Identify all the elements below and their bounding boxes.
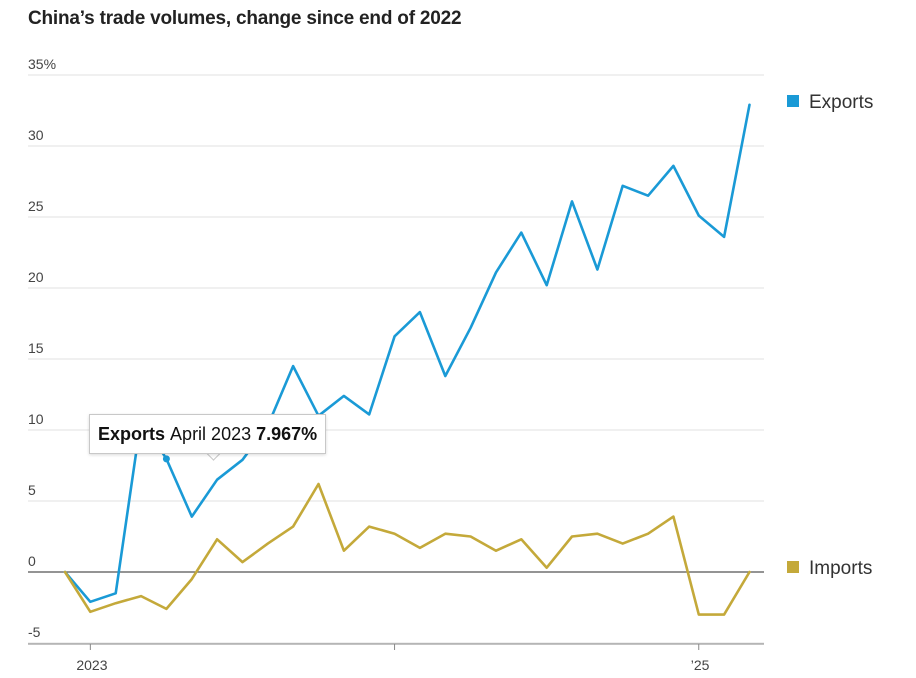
legend-swatch-imports	[787, 561, 799, 573]
x-tick-label: 2023	[76, 657, 107, 673]
y-tick-label: 0	[28, 553, 36, 569]
legend-label-imports: Imports	[809, 558, 872, 579]
chart-title: China’s trade volumes, change since end …	[28, 8, 462, 29]
tooltip: Exports April 2023 7.967%	[89, 414, 327, 454]
gridlines	[28, 74, 764, 644]
y-axis-tick-labels: 35% 30 25 20 15 10 5 0 -5	[28, 56, 56, 640]
series-lines	[63, 103, 751, 616]
y-tick-label: -5	[28, 624, 41, 640]
y-tick-label: 30	[28, 127, 44, 143]
hover-point	[162, 455, 170, 463]
y-tick-label: 5	[28, 482, 36, 498]
tooltip-value: 7.967%	[256, 423, 318, 444]
series-line-imports	[63, 482, 751, 616]
hover-marker	[162, 455, 170, 463]
y-tick-label: 25	[28, 198, 44, 214]
y-tick-label: 15	[28, 340, 44, 356]
series-line-exports	[63, 103, 751, 604]
legend: Exports Imports	[787, 92, 873, 579]
x-axis: 2023 ’25	[28, 643, 764, 673]
y-tick-label: 20	[28, 269, 44, 285]
legend-label-exports: Exports	[809, 92, 873, 113]
y-tick-label: 10	[28, 411, 44, 427]
legend-swatch-exports	[787, 95, 799, 107]
tooltip-date: April 2023	[170, 423, 252, 444]
x-tick-label: ’25	[691, 657, 710, 673]
y-tick-label: 35%	[28, 56, 56, 72]
tooltip-series: Exports	[98, 423, 166, 444]
